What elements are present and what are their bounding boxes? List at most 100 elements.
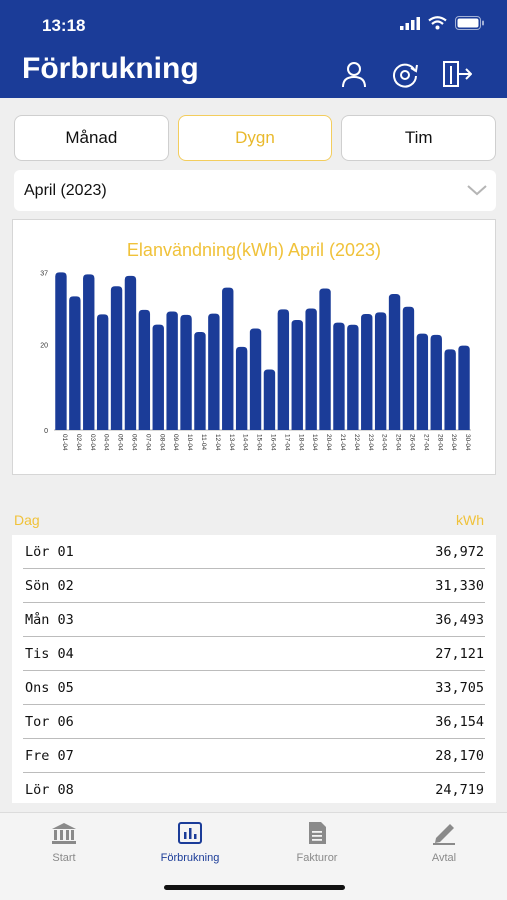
chart-bar[interactable] [333,322,345,430]
row-day: Tor 06 [25,714,74,730]
list-item[interactable]: Lör 01 36,972 [12,535,496,569]
user-icon[interactable] [339,59,369,89]
chart-bar[interactable] [291,320,303,430]
chart-bar[interactable] [96,314,109,430]
chart-card: Elanvändning(kWh) April (2023) 0 20 37 01-0… [12,219,496,475]
x-tick-label: 05-04 [117,434,124,451]
chart-bar[interactable] [263,369,276,430]
document-icon [309,822,326,844]
chart-bar[interactable] [138,309,151,430]
chart-bar[interactable] [305,308,317,431]
chart-bar[interactable] [55,272,67,430]
chart-bar[interactable] [110,286,123,430]
chart-title: Elanvändning(kWh) April (2023) [126,240,382,260]
list-item[interactable]: Ons 05 33,705 [12,671,496,705]
chart-bar[interactable] [83,274,95,430]
x-tick-label: 28-04 [436,434,443,451]
chart-bar[interactable] [388,294,401,430]
x-tick-label: 22-04 [353,434,360,451]
x-tick-label: 23-04 [367,434,374,451]
x-tick-label: 02-04 [75,434,82,451]
x-tick-label: 26-04 [408,434,415,451]
x-tick-label: 16-04 [269,434,276,451]
chart-bar[interactable] [374,312,387,430]
y-tick-label: 37 [40,270,48,277]
refresh-icon[interactable] [390,59,420,89]
nav-label: Avtal [431,852,457,864]
chart-bar[interactable] [152,324,164,430]
signal-icon [400,16,420,30]
x-tick-label: 08-04 [158,434,165,451]
x-tick-label: 04-04 [103,434,110,451]
tab-month[interactable]: Månad [14,115,169,161]
chart-bar[interactable] [124,275,137,430]
status-icons [400,16,485,30]
chart-bar[interactable] [249,328,262,430]
row-day: Tis 04 [25,646,74,662]
x-tick-label: 06-04 [130,434,137,451]
nav-label: Start [52,852,76,864]
pen-icon [433,824,455,845]
row-day: Sön 02 [25,578,74,594]
usage-list[interactable]: Lör 01 36,972 Sön 02 31,330 Mån 03 36,493 T… [12,535,496,803]
chart-bar[interactable] [180,314,192,430]
x-tick-label: 24-04 [381,434,388,451]
list-item[interactable]: Fre 07 28,170 [12,739,496,773]
list-item[interactable]: Tor 06 36,154 [12,705,496,739]
app-header: 13:18 Förbrukning [0,0,507,98]
x-tick-label: 11-04 [200,434,207,451]
nav-start[interactable]: Start [14,821,114,864]
nav-fakturor[interactable]: Fakturor [267,821,367,864]
row-value: 36,493 [435,612,484,628]
x-tick-label: 09-04 [172,434,179,451]
chart-bar[interactable] [402,306,415,430]
chart-bar[interactable] [277,309,290,430]
x-tick-label: 13-04 [228,434,235,451]
bank-icon [52,823,76,844]
page-title: Förbrukning [22,52,199,85]
row-value: 33,705 [435,680,484,696]
x-tick-label: 19-04 [311,434,318,451]
chart-bar[interactable] [416,333,429,430]
month-select[interactable]: April (2023) [14,170,496,211]
bottom-nav: Start Förbrukning Fakturor Avtal [0,812,507,900]
x-tick-label: 03-04 [89,434,96,451]
list-item[interactable]: Lör 08 24,719 [12,773,496,803]
chart-bar[interactable] [235,346,248,430]
list-item[interactable]: Tis 04 27,121 [12,637,496,671]
chart-bar[interactable] [208,313,220,430]
x-tick-label: 17-04 [283,434,290,451]
chart-bar[interactable] [347,324,359,430]
chart-bar[interactable] [361,314,373,430]
row-value: 36,972 [435,544,484,560]
row-day: Fre 07 [25,748,74,764]
row-value: 36,154 [435,714,484,730]
row-day: Lör 01 [25,544,74,560]
tab-hour[interactable]: Tim [341,115,497,161]
x-tick-label: 27-04 [422,434,429,451]
x-tick-label: 20-04 [325,434,332,451]
usage-bar-chart: 0 20 37 01-04 02-04 03-04 04-04 05-04 06-04 07-04… [40,270,471,451]
logout-icon[interactable] [442,59,472,89]
battery-icon [455,16,484,30]
list-header: Dag kWh [14,512,484,528]
list-item[interactable]: Sön 02 31,330 [12,569,496,603]
status-time: 13:18 [42,16,86,35]
chart-bar[interactable] [166,311,178,430]
chart-bar[interactable] [69,296,81,430]
chart-bar[interactable] [319,288,331,430]
x-tick-label: 15-04 [256,434,263,451]
nav-forbrukning[interactable]: Förbrukning [140,821,240,864]
tab-day[interactable]: Dygn [177,115,333,161]
nav-label: Fakturor [296,852,338,864]
nav-avtal[interactable]: Avtal [394,821,494,864]
list-item[interactable]: Mån 03 36,493 [12,603,496,637]
chart-bar[interactable] [458,345,470,430]
list-header-kwh: kWh [456,512,484,528]
chart-bar[interactable] [222,287,234,430]
chart-bar[interactable] [430,334,442,430]
row-value: 28,170 [435,748,484,764]
chart-bar[interactable] [194,331,206,430]
chart-bar[interactable] [444,349,456,430]
x-tick-label: 07-04 [144,434,151,451]
